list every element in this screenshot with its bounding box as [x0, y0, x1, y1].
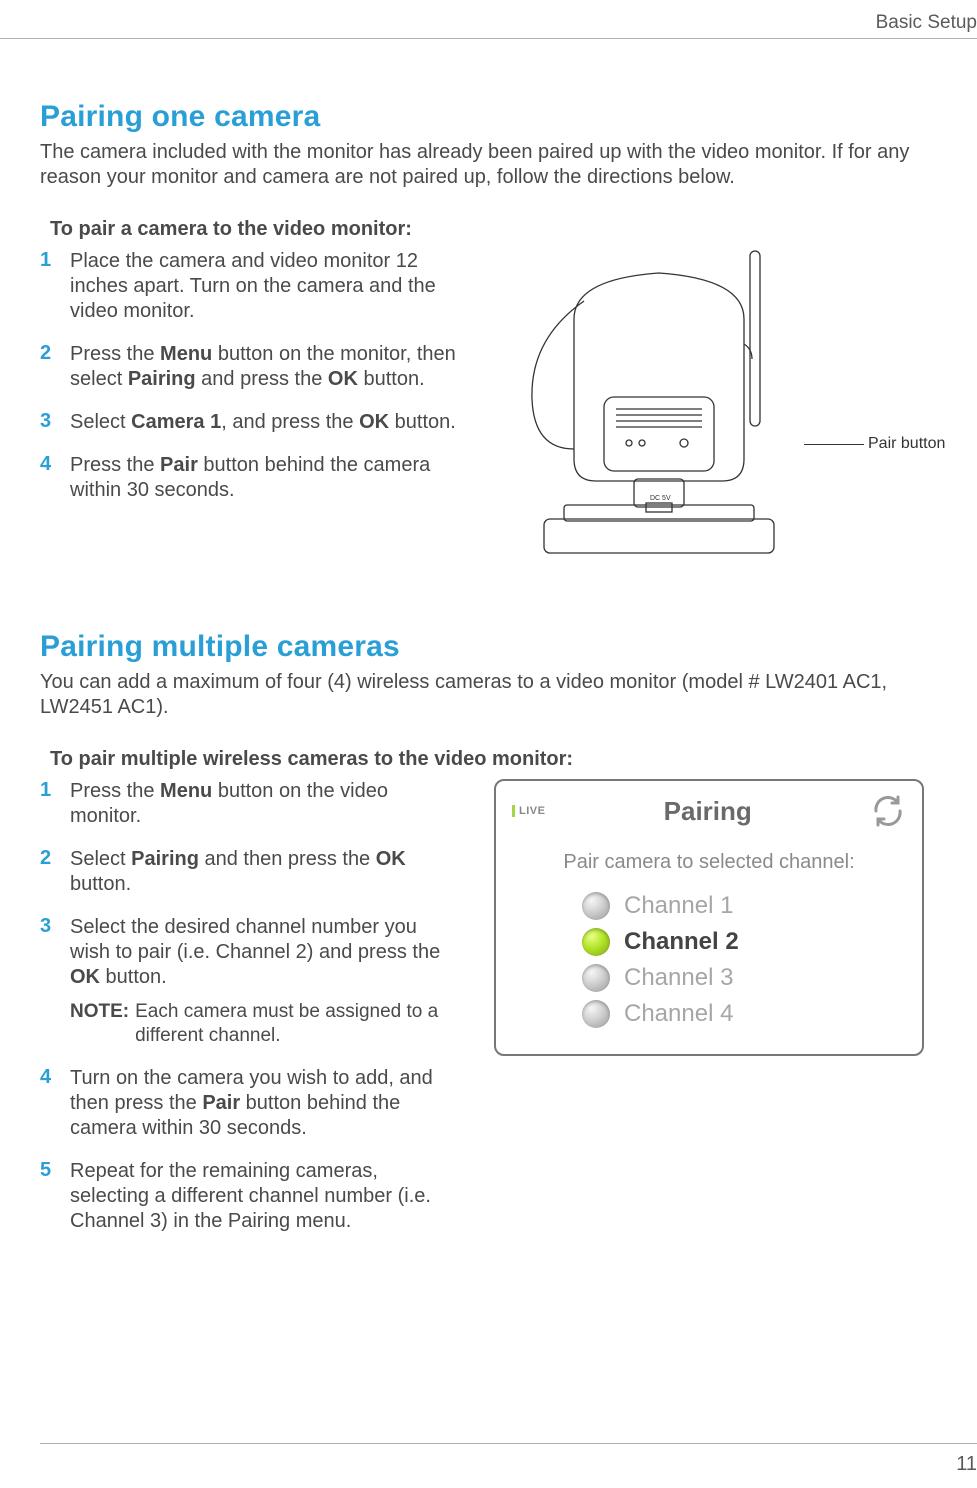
pairing-screenshot-wrap: LIVE Pairing Pair camera to selected cha… [484, 779, 977, 1056]
channel-row: Channel 3 [582, 964, 906, 992]
channel-row: Channel 2 [582, 928, 906, 956]
channel-label: Channel 4 [624, 1000, 733, 1028]
step-number: 4 [40, 453, 52, 503]
section1-steps: 1Place the camera and video monitor 12 i… [40, 249, 460, 521]
note-text: Each camera must be assigned to a differ… [135, 1000, 460, 1048]
page-number: 11 [956, 1453, 977, 1476]
step: 3 Select Camera 1, and press the OK butto… [40, 410, 460, 435]
step-number: 3 [40, 410, 52, 435]
header-rule [0, 38, 977, 39]
camera-illustration-wrap: DC 5V Pair button [484, 249, 977, 574]
step-number: 1 [40, 779, 52, 829]
section1-subhead: To pair a camera to the video monitor: [50, 218, 977, 241]
camera-illustration: DC 5V [484, 249, 844, 569]
step-note: NOTE:Each camera must be assigned to a d… [70, 1000, 460, 1048]
refresh-icon [870, 793, 906, 829]
pairing-title: Pairing [664, 796, 752, 827]
live-badge: LIVE [512, 805, 545, 817]
note-label: NOTE: [70, 1000, 129, 1048]
section2-subhead: To pair multiple wireless cameras to the… [50, 748, 977, 771]
step-body: Turn on the camera you wish to add, and … [70, 1066, 460, 1141]
section1-columns: 1Place the camera and video monitor 12 i… [40, 249, 977, 574]
step-body: Place the camera and video monitor 12 in… [70, 249, 460, 324]
step-number: 1 [40, 249, 52, 324]
section2-steps: 1 Press the Menu button on the video moni… [40, 779, 460, 1252]
step-number: 3 [40, 915, 52, 1048]
section2-title: Pairing multiple cameras [40, 630, 977, 664]
pairing-header: LIVE Pairing [512, 793, 906, 837]
callout-text: Pair button [868, 435, 945, 453]
channel-label: Channel 3 [624, 964, 733, 992]
pairing-subtitle: Pair camera to selected channel: [512, 851, 906, 874]
section1-intro: The camera included with the monitor has… [40, 140, 977, 190]
step-body: Press the Menu button on the video monit… [70, 779, 460, 829]
step: 4 Press the Pair button behind the camera… [40, 453, 460, 503]
channel-radio [582, 928, 610, 956]
pair-button-callout: Pair button [804, 435, 945, 453]
step-body: Select the desired channel number you wi… [70, 915, 460, 1048]
step-body: Select Camera 1, and press the OK button… [70, 410, 456, 435]
step-body: Press the Menu button on the monitor, th… [70, 342, 460, 392]
step: 2 Select Pairing and then press the OK bu… [40, 847, 460, 897]
step: 4Turn on the camera you wish to add, and… [40, 1066, 460, 1141]
footer-rule [40, 1443, 977, 1444]
channel-row: Channel 1 [582, 892, 906, 920]
step-number: 2 [40, 847, 52, 897]
channel-radio [582, 964, 610, 992]
channel-label: Channel 1 [624, 892, 733, 920]
channel-list: Channel 1 Channel 2 Channel 3 Channel 4 [512, 892, 906, 1028]
step-number: 5 [40, 1159, 52, 1234]
step-body: Press the Pair button behind the camera … [70, 453, 460, 503]
step: 1 Press the Menu button on the video moni… [40, 779, 460, 829]
step-number: 4 [40, 1066, 52, 1141]
channel-radio [582, 1000, 610, 1028]
header-section-label: Basic Setup [876, 12, 977, 34]
step: 5Repeat for the remaining cameras, selec… [40, 1159, 460, 1234]
step: 3Select the desired channel number you w… [40, 915, 460, 1048]
channel-radio [582, 892, 610, 920]
channel-label: Channel 2 [624, 928, 739, 956]
step: 2 Press the Menu button on the monitor, t… [40, 342, 460, 392]
step: 1Place the camera and video monitor 12 i… [40, 249, 460, 324]
section2-intro: You can add a maximum of four (4) wirele… [40, 670, 977, 720]
section1-title: Pairing one camera [40, 100, 977, 134]
step-body: Repeat for the remaining cameras, select… [70, 1159, 460, 1234]
page-content: Pairing one camera The camera included w… [40, 100, 977, 1308]
section2-columns: 1 Press the Menu button on the video moni… [40, 779, 977, 1252]
step-body: Select Pairing and then press the OK but… [70, 847, 460, 897]
channel-row: Channel 4 [582, 1000, 906, 1028]
pairing-screenshot: LIVE Pairing Pair camera to selected cha… [494, 779, 924, 1056]
dc-label: DC 5V [650, 495, 671, 502]
callout-line [804, 444, 864, 445]
step-number: 2 [40, 342, 52, 392]
